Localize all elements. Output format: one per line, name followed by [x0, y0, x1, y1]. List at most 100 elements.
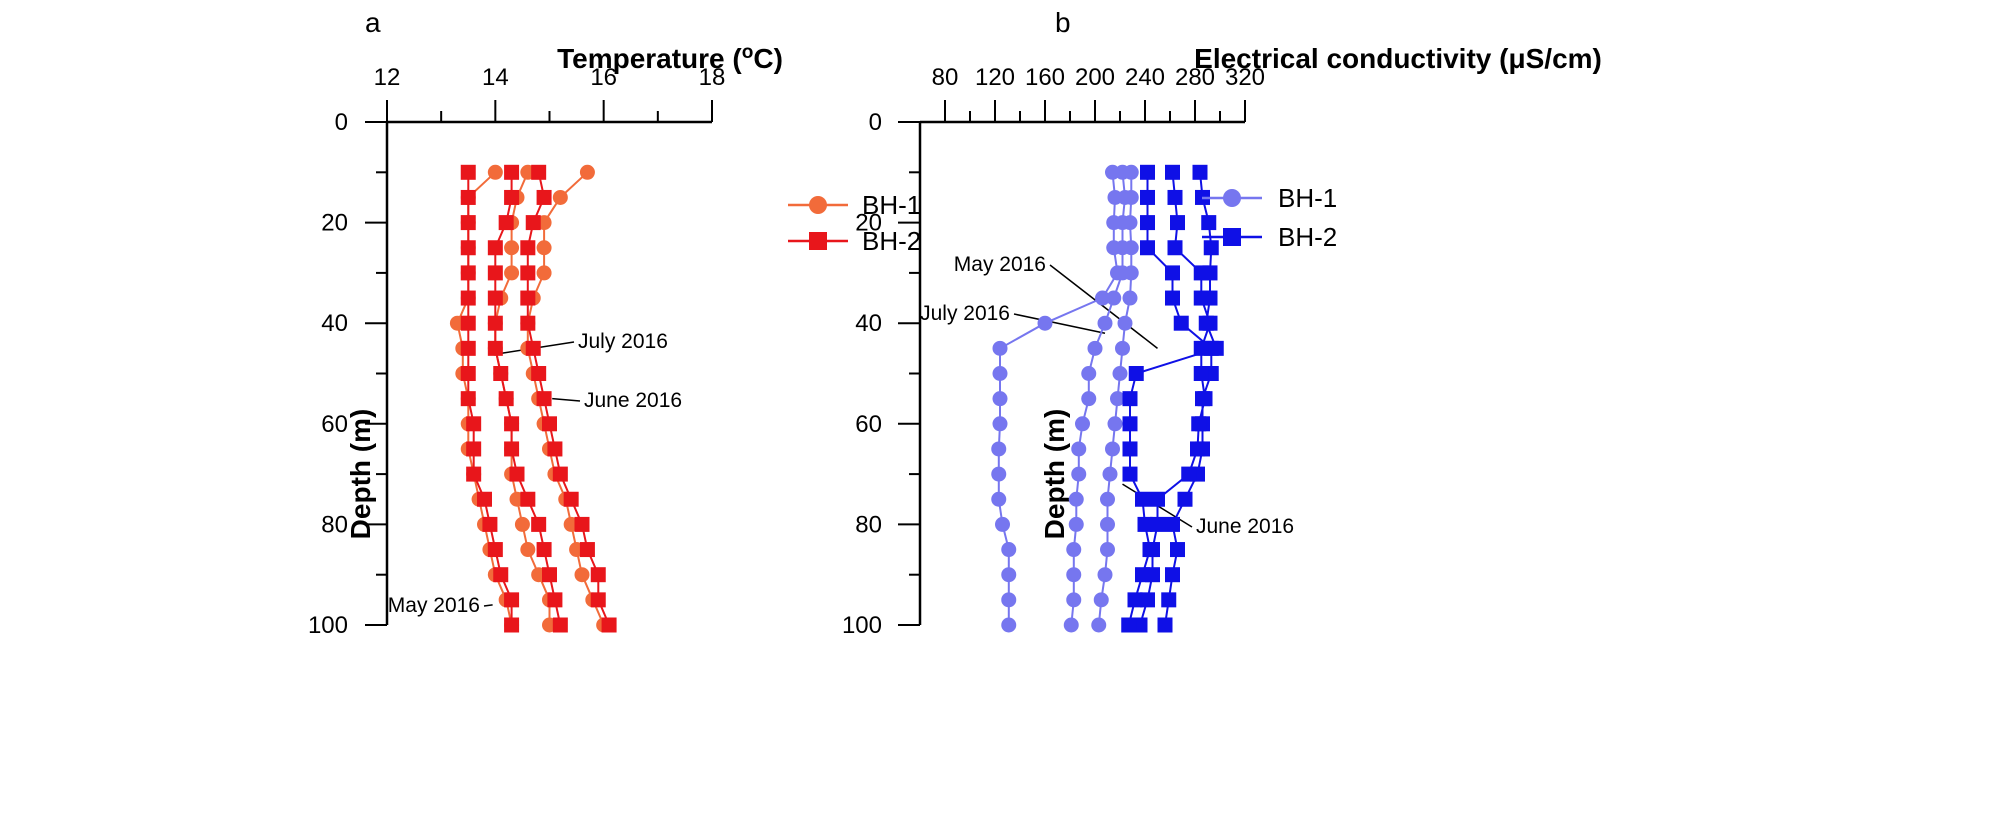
data-point [542, 416, 557, 431]
data-point [1170, 215, 1185, 230]
x-tick-label: 18 [699, 64, 726, 91]
data-point [477, 492, 492, 507]
data-point [1123, 416, 1138, 431]
data-point [1001, 592, 1016, 607]
data-point [526, 341, 541, 356]
data-point [520, 291, 535, 306]
data-point [993, 341, 1008, 356]
data-point [488, 165, 503, 180]
data-point [1143, 542, 1158, 557]
data-point [510, 467, 525, 482]
data-point [1191, 416, 1206, 431]
data-point [993, 366, 1008, 381]
data-point [504, 240, 519, 255]
data-point [461, 265, 476, 280]
data-point [991, 441, 1006, 456]
data-point [1091, 618, 1106, 633]
x-tick-label: 200 [1075, 64, 1115, 91]
data-point [520, 240, 535, 255]
data-point [488, 240, 503, 255]
data-point [1174, 316, 1189, 331]
x-tick-label: 320 [1225, 64, 1265, 91]
data-point [602, 618, 617, 633]
annotation-label: June 2016 [1196, 515, 1294, 538]
data-point [1071, 467, 1086, 482]
y-tick-label: 20 [321, 210, 348, 237]
data-point [1138, 517, 1153, 532]
data-point [1100, 542, 1115, 557]
x-tick-label: 240 [1125, 64, 1165, 91]
data-point [488, 291, 503, 306]
data-point [580, 542, 595, 557]
annotation-label: June 2016 [584, 389, 682, 412]
data-point [1165, 517, 1180, 532]
data-point [1168, 240, 1183, 255]
data-point [499, 215, 514, 230]
data-point [1135, 492, 1150, 507]
data-point [1129, 366, 1144, 381]
data-point [461, 215, 476, 230]
data-point [461, 341, 476, 356]
data-point [1140, 165, 1155, 180]
data-point [1204, 240, 1219, 255]
y-tick-label: 80 [321, 511, 348, 538]
data-point [547, 592, 562, 607]
data-point [461, 190, 476, 205]
data-point [547, 441, 562, 456]
data-point [537, 542, 552, 557]
data-point [1100, 517, 1115, 532]
y-tick-label: 40 [321, 310, 348, 337]
data-point [504, 190, 519, 205]
data-point [493, 567, 508, 582]
data-point [1170, 542, 1185, 557]
panel-b-ylabel: Depth (m) [1039, 409, 1070, 540]
x-tick-label: 280 [1175, 64, 1215, 91]
data-point [1203, 265, 1218, 280]
data-point [1203, 291, 1218, 306]
y-tick-label: 60 [855, 411, 882, 438]
data-point [1168, 190, 1183, 205]
data-point [1069, 517, 1084, 532]
data-point [1066, 592, 1081, 607]
data-point [1140, 190, 1155, 205]
legend-bh1-label: BH-1 [1278, 183, 1337, 213]
data-point [526, 215, 541, 230]
data-point [1066, 567, 1081, 582]
data-point [1001, 567, 1016, 582]
data-point [1201, 215, 1216, 230]
data-point [537, 265, 552, 280]
data-point [1121, 618, 1136, 633]
data-point [1098, 567, 1113, 582]
annotation-label: May 2016 [954, 253, 1046, 276]
data-point [1165, 265, 1180, 280]
data-point [1140, 240, 1155, 255]
data-point [1115, 341, 1130, 356]
data-point [1193, 165, 1208, 180]
data-point [1198, 391, 1213, 406]
y-tick-label: 20 [855, 210, 882, 237]
panel-a-label: a [365, 7, 381, 38]
y-tick-label: 60 [321, 411, 348, 438]
data-point [1075, 416, 1090, 431]
data-point [542, 567, 557, 582]
y-tick-label: 0 [869, 109, 882, 136]
data-point [520, 492, 535, 507]
data-point [1150, 492, 1165, 507]
data-point [1118, 316, 1133, 331]
data-point [1165, 567, 1180, 582]
data-point [466, 441, 481, 456]
data-point [461, 316, 476, 331]
data-point [1140, 215, 1155, 230]
data-point [1100, 492, 1115, 507]
annotation-label: July 2016 [920, 302, 1010, 325]
data-point [461, 366, 476, 381]
data-point [564, 492, 579, 507]
data-point [1081, 391, 1096, 406]
x-tick-label: 12 [374, 64, 401, 91]
panel-b-series [991, 165, 1224, 633]
data-point [504, 265, 519, 280]
legend-bh2-label: BH-2 [1278, 222, 1337, 252]
data-point [461, 391, 476, 406]
y-tick-label: 80 [855, 511, 882, 538]
data-point [1001, 618, 1016, 633]
